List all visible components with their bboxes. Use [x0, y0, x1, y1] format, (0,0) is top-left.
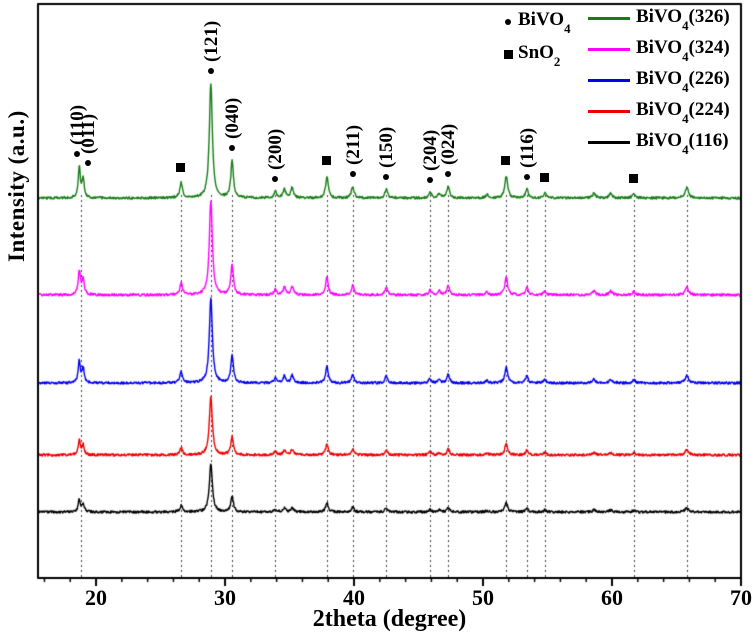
bivo4-peak-dot-icon — [523, 173, 530, 180]
bivo4-peak-dot-icon — [85, 160, 92, 167]
peak-hkl-label: (024) — [438, 124, 460, 166]
legend-phase-label: BiVO4 — [518, 9, 571, 36]
bivo4-peak-dot-icon — [349, 171, 356, 178]
legend-series-324: BiVO4(324) — [588, 34, 730, 65]
legend-series-label: BiVO4(226) — [636, 68, 730, 95]
peak-hkl-label: (011) — [78, 114, 100, 155]
legend-series-label: BiVO4(324) — [636, 37, 730, 64]
legend-series-label: BiVO4(116) — [636, 130, 729, 157]
peak-hkl-label: (116) — [516, 127, 538, 168]
y-axis-title: Intensity (a.u.) — [4, 110, 29, 262]
legend-line — [588, 141, 630, 144]
bivo4-peak-dot-icon — [207, 67, 214, 74]
bivo4-peak-dot-icon — [383, 173, 390, 180]
bivo4-peak-dot-icon — [272, 175, 279, 182]
legend-line — [588, 17, 630, 20]
peak-hkl-label: (121) — [200, 20, 222, 62]
x-axis-title: 2theta (degree) — [312, 606, 467, 632]
peak-hkl-label: (040) — [222, 98, 244, 140]
legend-series-label: BiVO4(326) — [636, 6, 730, 33]
bivo4-peak-dot-icon — [427, 176, 434, 183]
legend-phase-bivo4: BiVO4 — [498, 5, 571, 38]
bivo4-peak-dot-icon — [445, 171, 452, 178]
sno2-peak-square-icon — [539, 173, 549, 183]
x-tick-label: 20 — [85, 585, 108, 610]
legend-series-226: BiVO4(226) — [588, 65, 730, 96]
legend-series-326: BiVO4(326) — [588, 3, 730, 34]
legend-series-116: BiVO4(116) — [588, 127, 730, 158]
sno2-peak-square-icon — [628, 173, 638, 183]
peak-hkl-label: (211) — [342, 125, 364, 166]
legend-line — [588, 110, 630, 113]
peak-hkl-label: (150) — [376, 126, 398, 168]
x-tick-label: 50 — [472, 585, 495, 610]
x-tick-label: 30 — [214, 585, 237, 610]
x-tick-label: 70 — [730, 585, 752, 610]
legend-line — [588, 79, 630, 82]
legend-series-label: BiVO4(224) — [636, 99, 730, 126]
bivo4-peak-dot-icon — [73, 151, 80, 158]
sno2-peak-square-icon — [321, 156, 331, 165]
peak-hkl-label: (200) — [265, 128, 287, 170]
legend-line — [588, 48, 630, 51]
x-tick-label: 40 — [343, 585, 366, 610]
bivo4-dot-legend-icon — [505, 18, 511, 25]
sno2-peak-square-icon — [176, 162, 186, 172]
legend-phase-label: SnO2 — [518, 42, 561, 69]
legend-series-224: BiVO4(224) — [588, 96, 730, 127]
legend-phase-sno2: SnO2 — [498, 38, 571, 71]
series-legend: BiVO4(326) BiVO4(324) BiVO4(226) BiVO4(224)… — [588, 3, 730, 158]
x-tick-label: 60 — [601, 585, 623, 610]
bivo4-peak-dot-icon — [229, 145, 236, 152]
sno2-square-legend-icon — [503, 50, 513, 59]
phase-legend: BiVO4 SnO2 — [498, 5, 571, 71]
sno2-peak-square-icon — [501, 156, 511, 166]
